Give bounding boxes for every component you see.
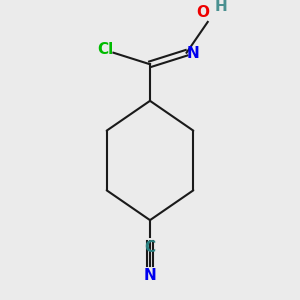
Text: O: O	[196, 5, 209, 20]
Text: H: H	[215, 0, 228, 14]
Text: N: N	[187, 46, 200, 61]
Text: Cl: Cl	[98, 42, 114, 57]
Text: N: N	[144, 268, 156, 284]
Text: C: C	[144, 240, 156, 255]
